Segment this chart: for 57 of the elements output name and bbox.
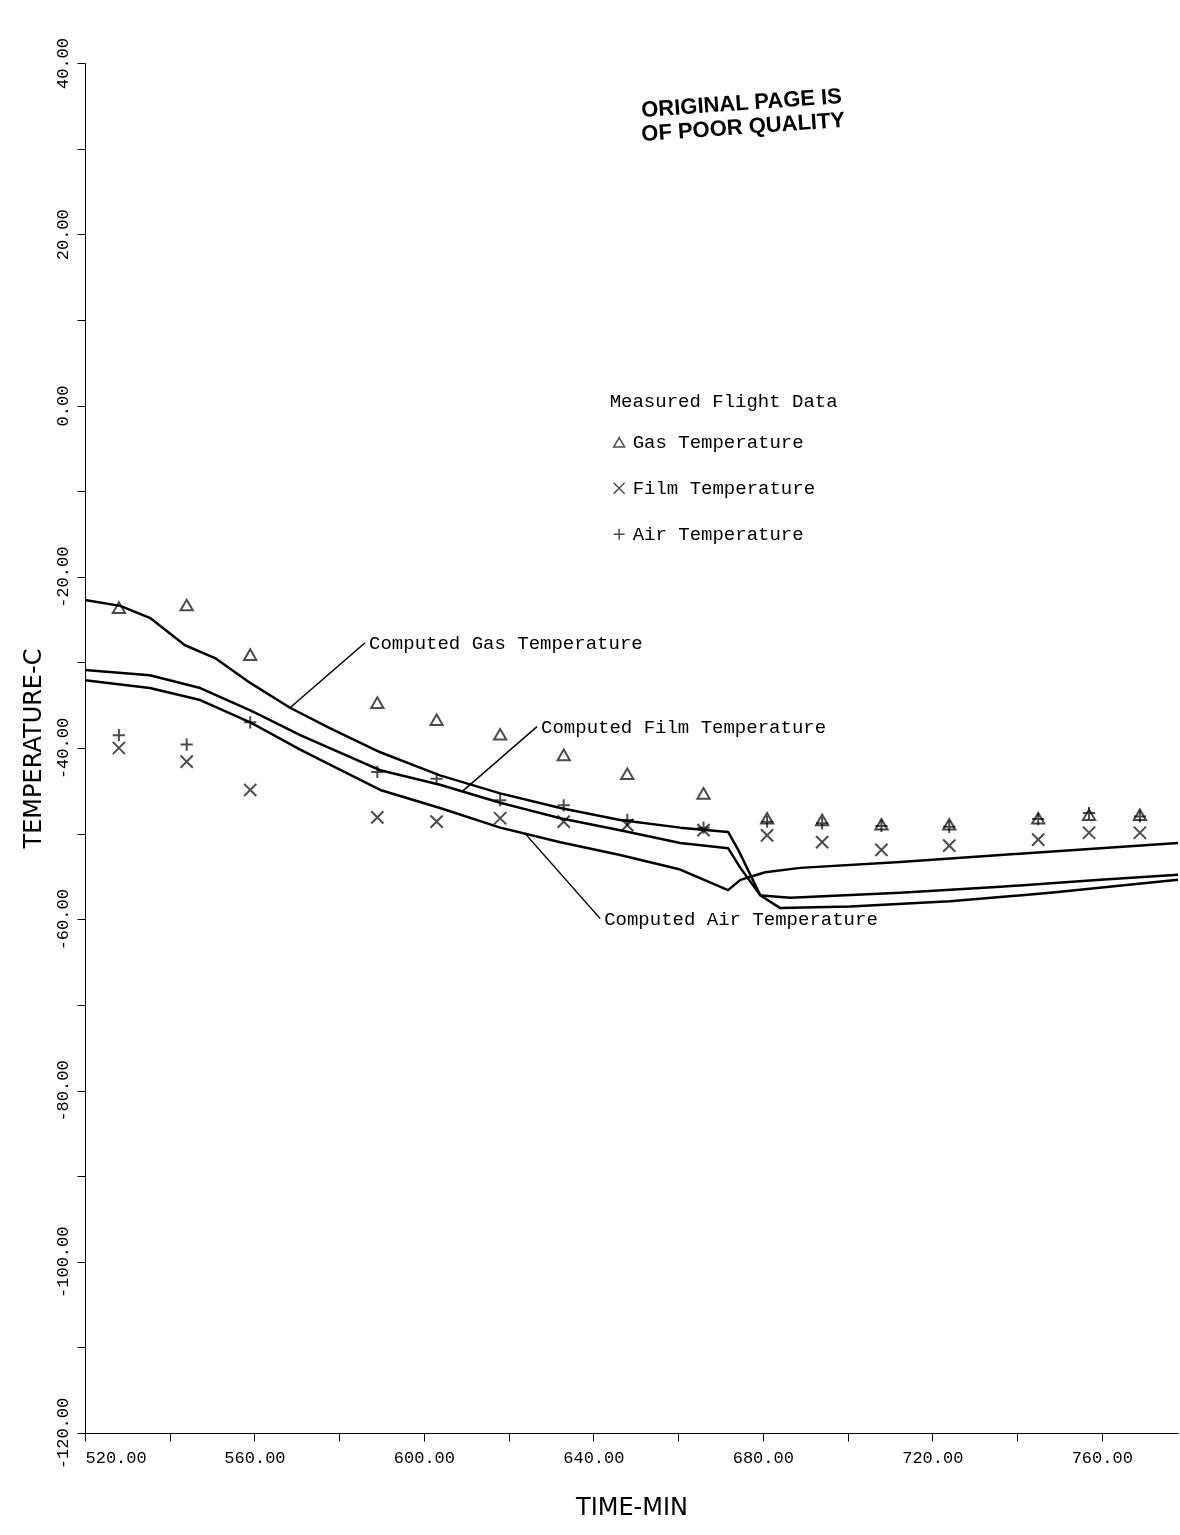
y-tick-label: 40.00 bbox=[53, 37, 73, 90]
point bbox=[179, 737, 194, 752]
x-tick-label: 600.00 bbox=[393, 1448, 456, 1468]
annotation: Computed Air Temperature bbox=[604, 908, 878, 931]
point bbox=[1132, 825, 1147, 840]
point bbox=[815, 835, 830, 850]
legend-label: Film Temperature bbox=[632, 478, 816, 501]
point bbox=[179, 754, 194, 769]
point bbox=[874, 842, 889, 858]
y-axis-title: TEMPERATURE-C bbox=[18, 648, 47, 850]
point bbox=[1081, 825, 1097, 840]
y-tick-label: -60.00 bbox=[53, 889, 73, 951]
point bbox=[759, 828, 775, 843]
point bbox=[556, 748, 571, 762]
x-tick-label: 760.00 bbox=[1071, 1448, 1133, 1468]
x-tick-label: 560.00 bbox=[224, 1448, 286, 1468]
point bbox=[243, 715, 258, 730]
point bbox=[759, 811, 775, 825]
annotation: ORIGINAL PAGE IS OF POOR QUALITY bbox=[640, 83, 847, 147]
legend-label: Air Temperature bbox=[632, 524, 804, 547]
point bbox=[243, 648, 258, 661]
legend-label: Gas Temperature bbox=[632, 432, 804, 455]
x-tick-label: 720.00 bbox=[902, 1448, 964, 1468]
y-tick-label: -20.00 bbox=[53, 546, 73, 608]
point bbox=[696, 787, 711, 800]
point bbox=[243, 782, 258, 798]
point bbox=[815, 813, 830, 827]
y-tick-label: -100.00 bbox=[53, 1226, 73, 1298]
y-tick-label: -40.00 bbox=[53, 717, 73, 780]
point bbox=[556, 814, 571, 829]
point bbox=[111, 601, 127, 614]
point bbox=[815, 816, 830, 831]
y-tick-label: -80.00 bbox=[53, 1060, 73, 1122]
y-tick-label: 0.00 bbox=[53, 385, 73, 427]
x-axis-title: TIME-MIN bbox=[574, 1492, 689, 1521]
point bbox=[556, 798, 571, 813]
point bbox=[429, 713, 444, 727]
point bbox=[620, 767, 635, 780]
annotation: Computed Film Temperature bbox=[541, 716, 827, 739]
x-tick-label: 640.00 bbox=[563, 1448, 625, 1468]
point bbox=[111, 740, 127, 756]
point bbox=[370, 810, 385, 825]
x-tick-label: 680.00 bbox=[732, 1448, 794, 1468]
point bbox=[1031, 832, 1046, 847]
y-tick-label: 20.00 bbox=[53, 209, 73, 261]
point bbox=[179, 598, 194, 612]
point bbox=[759, 814, 775, 829]
annotation: Computed Gas Temperature bbox=[369, 632, 643, 655]
legend-title: Measured Flight Data bbox=[609, 390, 838, 413]
point bbox=[942, 838, 957, 853]
point bbox=[370, 696, 385, 709]
y-tick-label: -120.00 bbox=[53, 1397, 73, 1470]
point bbox=[429, 814, 444, 829]
point bbox=[493, 811, 508, 826]
x-tick-label: 520.00 bbox=[85, 1448, 147, 1468]
point bbox=[493, 728, 508, 741]
point bbox=[111, 728, 127, 743]
